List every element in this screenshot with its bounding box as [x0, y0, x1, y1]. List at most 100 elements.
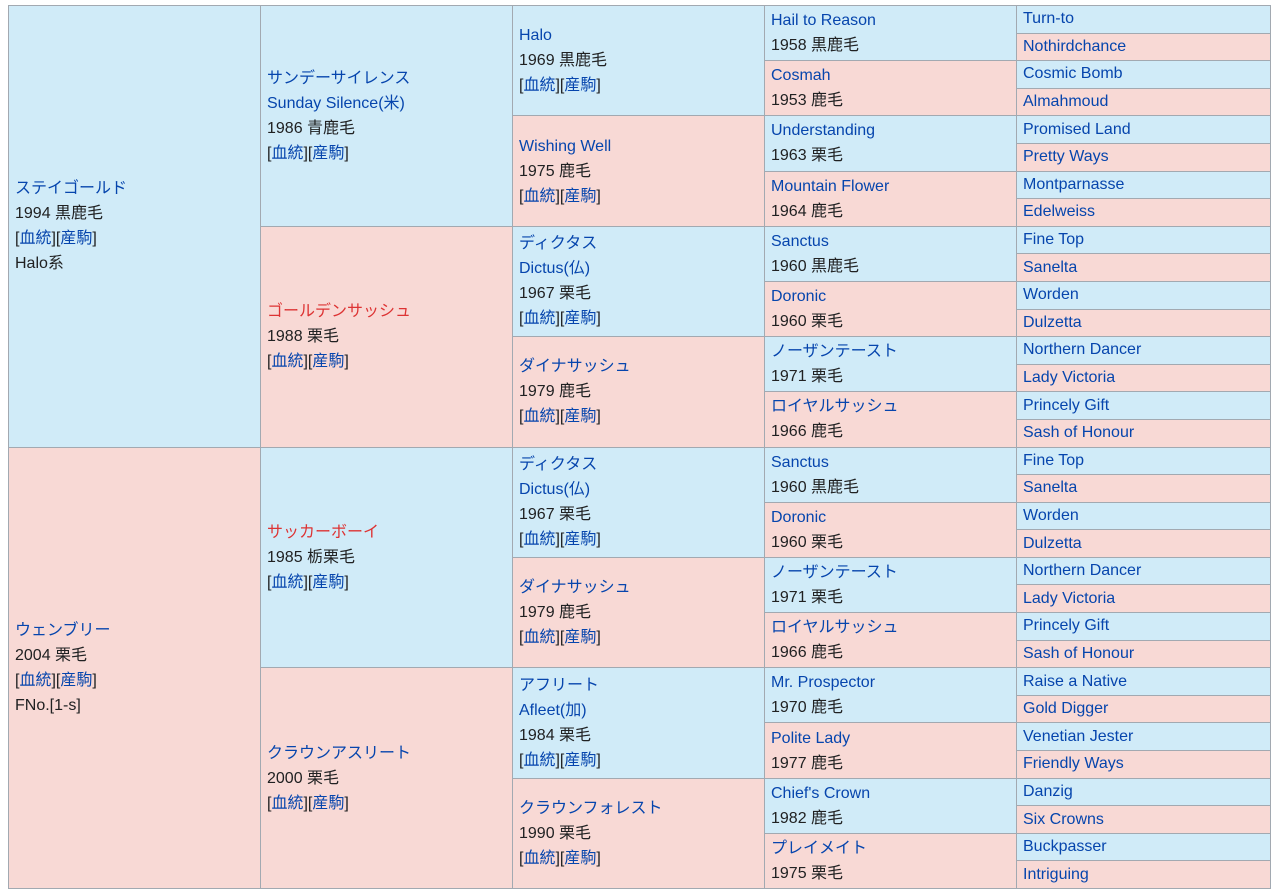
horse-name-alt-link[interactable]: Sunday Silence(米): [267, 94, 405, 112]
dam-name-link[interactable]: ウェンブリー: [15, 621, 111, 639]
offspring-link[interactable]: 産駒: [312, 144, 345, 162]
horse-name-link[interactable]: Dulzetta: [1023, 534, 1082, 552]
horse-meta: 1966 鹿毛: [771, 423, 844, 441]
offspring-link[interactable]: 産駒: [564, 629, 597, 647]
horse-name-link[interactable]: サンデーサイレンス: [267, 69, 411, 87]
gen4-cell: プレイメイト 1975 栗毛: [764, 832, 1017, 890]
horse-name-link[interactable]: Sash of Honour: [1023, 644, 1135, 662]
horse-name-link[interactable]: Danzig: [1023, 782, 1073, 800]
horse-name-link[interactable]: Lady Victoria: [1023, 369, 1116, 387]
horse-name-link[interactable]: ダイナサッシュ: [519, 579, 631, 597]
horse-name-link[interactable]: クラウンアスリート: [267, 744, 412, 762]
horse-name-link[interactable]: Sanelta: [1023, 258, 1078, 276]
horse-name-link[interactable]: クラウンフォレスト: [519, 799, 663, 817]
bloodline-link[interactable]: 血統: [523, 531, 556, 549]
horse-name-link[interactable]: Princely Gift: [1023, 396, 1110, 414]
sire-name-link[interactable]: ステイゴールド: [15, 180, 128, 198]
horse-name-link[interactable]: Cosmah: [771, 67, 831, 85]
horse-name-link[interactable]: Sanctus: [771, 232, 829, 250]
horse-name-link[interactable]: ノーザンテースト: [771, 343, 898, 361]
offspring-link[interactable]: 産駒: [312, 573, 345, 591]
bloodline-link[interactable]: 血統: [523, 408, 556, 426]
horse-name-link[interactable]: Promised Land: [1023, 120, 1131, 138]
offspring-link[interactable]: 産駒: [312, 794, 345, 812]
bloodline-link[interactable]: 血統: [19, 230, 52, 248]
horse-name-link[interactable]: Doronic: [771, 288, 827, 306]
horse-name-link[interactable]: ロイヤルサッシュ: [771, 619, 899, 637]
horse-name-link[interactable]: アフリート: [519, 676, 600, 694]
horse-name-link[interactable]: Gold Digger: [1023, 700, 1109, 718]
horse-name-link[interactable]: ノーザンテースト: [771, 563, 898, 581]
horse-name-link[interactable]: Fine Top: [1023, 451, 1085, 469]
offspring-link[interactable]: 産駒: [312, 353, 345, 371]
bloodline-link[interactable]: 血統: [19, 671, 52, 689]
offspring-link[interactable]: 産駒: [564, 77, 597, 95]
bloodline-link[interactable]: 血統: [271, 353, 304, 371]
horse-name-link[interactable]: Sash of Honour: [1023, 424, 1135, 442]
bloodline-link[interactable]: 血統: [523, 310, 556, 328]
bloodline-link[interactable]: 血統: [271, 573, 304, 591]
horse-name-link[interactable]: Northern Dancer: [1023, 562, 1142, 580]
horse-name-link[interactable]: プレイメイト: [771, 839, 868, 857]
bloodline-link[interactable]: 血統: [523, 629, 556, 647]
horse-name-link[interactable]: ディクタス: [519, 235, 598, 253]
horse-name-link[interactable]: Venetian Jester: [1023, 727, 1134, 745]
horse-name-link[interactable]: Sanctus: [771, 453, 829, 471]
horse-name-link[interactable]: Understanding: [771, 122, 876, 140]
offspring-link[interactable]: 産駒: [564, 408, 597, 426]
horse-name-link[interactable]: Friendly Ways: [1023, 755, 1124, 773]
bloodline-link[interactable]: 血統: [523, 849, 556, 867]
bloodline-link[interactable]: 血統: [271, 794, 304, 812]
horse-name-link[interactable]: Wishing Well: [519, 137, 612, 155]
offspring-link[interactable]: 産駒: [564, 187, 597, 205]
horse-name-link[interactable]: Montparnasse: [1023, 175, 1125, 193]
horse-name-link[interactable]: Worden: [1023, 506, 1079, 524]
horse-name-link[interactable]: ロイヤルサッシュ: [771, 398, 899, 416]
horse-name-link[interactable]: ゴールデンサッシュ: [267, 303, 412, 321]
horse-name-link[interactable]: Polite Lady: [771, 729, 851, 747]
horse-name-link[interactable]: Northern Dancer: [1023, 341, 1142, 359]
offspring-link[interactable]: 産駒: [564, 751, 597, 769]
offspring-link[interactable]: 産駒: [564, 849, 597, 867]
horse-name-link[interactable]: サッカーボーイ: [267, 523, 380, 541]
horse-name-link[interactable]: ディクタス: [519, 456, 598, 474]
offspring-link[interactable]: 産駒: [564, 310, 597, 328]
horse-name-link[interactable]: Mountain Flower: [771, 177, 890, 195]
horse-name-alt-link[interactable]: Dictus(仏): [519, 260, 591, 278]
horse-name-link[interactable]: Nothirdchance: [1023, 37, 1127, 55]
horse-name-link[interactable]: Raise a Native: [1023, 672, 1128, 690]
horse-name-link[interactable]: Sanelta: [1023, 479, 1078, 497]
horse-name-link[interactable]: Mr. Prospector: [771, 674, 876, 692]
horse-name-link[interactable]: Fine Top: [1023, 231, 1085, 249]
horse-name-link[interactable]: Chief's Crown: [771, 784, 871, 802]
horse-name-link[interactable]: ダイナサッシュ: [519, 358, 631, 376]
bloodline-link[interactable]: 血統: [523, 751, 556, 769]
horse-name-link[interactable]: Edelweiss: [1023, 203, 1096, 221]
horse-name-link[interactable]: Lady Victoria: [1023, 589, 1116, 607]
horse-name-link[interactable]: Pretty Ways: [1023, 148, 1109, 166]
horse-name-alt-link[interactable]: Afleet(加): [519, 701, 587, 719]
gen5-cell: Friendly Ways: [1016, 750, 1271, 779]
offspring-link[interactable]: 産駒: [60, 671, 93, 689]
gen5-cell: Fine Top: [1016, 225, 1271, 255]
horse-name-link[interactable]: Worden: [1023, 286, 1079, 304]
horse-name-link[interactable]: Turn-to: [1023, 10, 1074, 28]
horse-name-link[interactable]: Buckpasser: [1023, 838, 1107, 856]
horse-name-link[interactable]: Six Crowns: [1023, 810, 1104, 828]
horse-name-link[interactable]: Dulzetta: [1023, 313, 1082, 331]
bloodline-link[interactable]: 血統: [271, 144, 304, 162]
horse-name-link[interactable]: Intriguing: [1023, 865, 1089, 883]
horse-name-link[interactable]: Doronic: [771, 508, 827, 526]
bloodline-link[interactable]: 血統: [523, 77, 556, 95]
bloodline-link[interactable]: 血統: [523, 187, 556, 205]
offspring-link[interactable]: 産駒: [564, 531, 597, 549]
gen5-cell: Sanelta: [1016, 474, 1271, 503]
horse-name-link[interactable]: Almahmoud: [1023, 93, 1109, 111]
horse-name-link[interactable]: Hail to Reason: [771, 12, 876, 30]
offspring-link[interactable]: 産駒: [60, 230, 93, 248]
horse-name-alt-link[interactable]: Dictus(仏): [519, 481, 591, 499]
horse-name-link[interactable]: Princely Gift: [1023, 617, 1110, 635]
horse-name-link[interactable]: Cosmic Bomb: [1023, 65, 1123, 83]
horse-meta: 1979 鹿毛: [519, 604, 592, 622]
horse-name-link[interactable]: Halo: [519, 27, 552, 45]
